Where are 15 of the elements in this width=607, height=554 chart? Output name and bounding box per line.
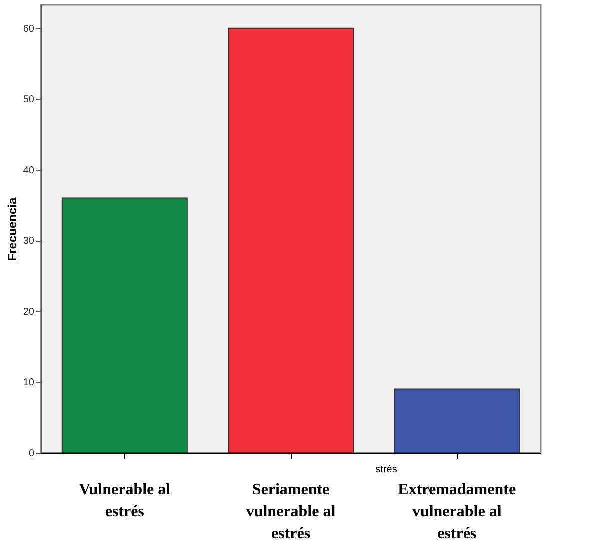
y-tick-label: 60 (23, 24, 35, 35)
y-tick-label: 10 (23, 378, 35, 389)
x-tick-label: Extremadamente vulnerable al estrés (398, 482, 516, 542)
x-tick-label: Vulnerable al estrés (79, 482, 172, 520)
bar (394, 388, 520, 454)
y-tick-label: 20 (23, 306, 35, 318)
x-axis-title: strés (376, 464, 398, 476)
y-tick-label: 0 (28, 448, 35, 460)
bar (62, 198, 188, 454)
x-tick-label: Seriamente vulnerable al estrés (246, 482, 336, 542)
y-tick-label: 50 (23, 94, 35, 106)
y-axis-title: Frecuencia (5, 198, 20, 262)
y-tick-label: 40 (23, 165, 35, 176)
bar (228, 28, 354, 454)
y-tick-label: 30 (23, 236, 35, 248)
